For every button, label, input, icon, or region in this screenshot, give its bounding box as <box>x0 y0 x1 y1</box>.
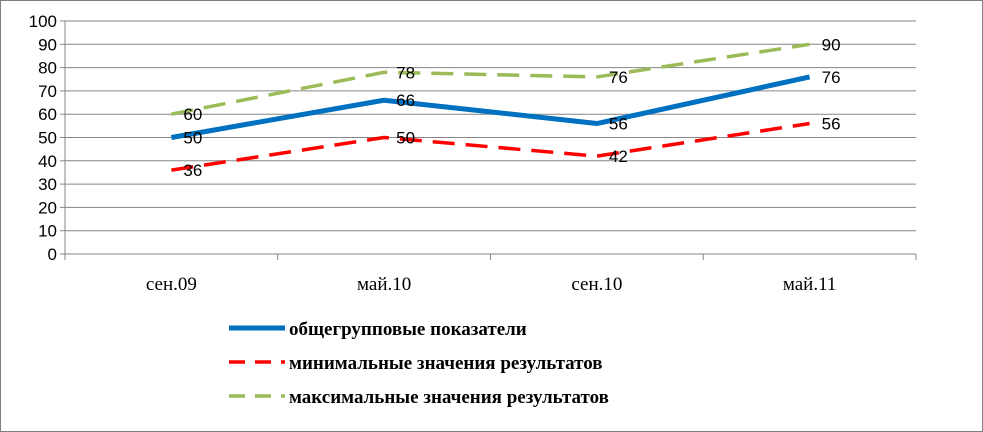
data-label: 56 <box>822 115 841 134</box>
series-lines <box>170 42 811 172</box>
y-tick-label: 60 <box>38 105 57 124</box>
y-tick-label: 70 <box>38 82 57 101</box>
y-tick-label: 10 <box>38 222 57 241</box>
data-label: 76 <box>822 68 841 87</box>
y-tick-label: 80 <box>38 59 57 78</box>
legend-label: общегрупповые показатели <box>289 319 527 340</box>
legend: общегрупповые показатели минимальные знач… <box>229 319 609 408</box>
gridlines <box>65 20 916 232</box>
x-tick-label: май.10 <box>357 274 411 295</box>
series-line-1 <box>170 74 811 140</box>
x-tick-labels: сен.09 май.10 сен.10 май.11 <box>146 274 837 295</box>
legend-label: минимальные значения результатов <box>289 353 603 374</box>
data-label: 60 <box>183 105 202 124</box>
data-label: 66 <box>396 91 415 110</box>
x-tick-label: май.11 <box>783 274 837 295</box>
y-tick-label: 0 <box>48 245 57 264</box>
data-label: 42 <box>609 147 628 166</box>
y-tick-label: 40 <box>38 152 57 171</box>
legend-label: максимальные значения результатов <box>289 387 609 408</box>
series-line-3 <box>171 42 810 116</box>
data-label: 76 <box>609 68 628 87</box>
data-label: 90 <box>822 35 841 54</box>
y-tick-label: 30 <box>38 175 57 194</box>
data-label: 50 <box>183 129 202 148</box>
series-line-2 <box>171 121 810 172</box>
data-labels: 50 66 56 76 36 50 42 56 60 78 76 90 <box>183 35 840 180</box>
data-label: 56 <box>609 115 628 134</box>
data-label: 36 <box>183 161 202 180</box>
data-label: 50 <box>396 129 415 148</box>
x-tick-label: сен.10 <box>571 274 622 295</box>
y-tick-labels: 0 10 20 30 40 50 60 70 80 90 100 <box>29 12 57 264</box>
y-tick-label: 90 <box>38 35 57 54</box>
axes <box>60 20 917 260</box>
y-tick-label: 20 <box>38 198 57 217</box>
x-tick-label: сен.09 <box>146 274 197 295</box>
y-tick-label: 50 <box>38 129 57 148</box>
data-label: 78 <box>396 63 415 82</box>
y-tick-label: 100 <box>29 12 57 31</box>
